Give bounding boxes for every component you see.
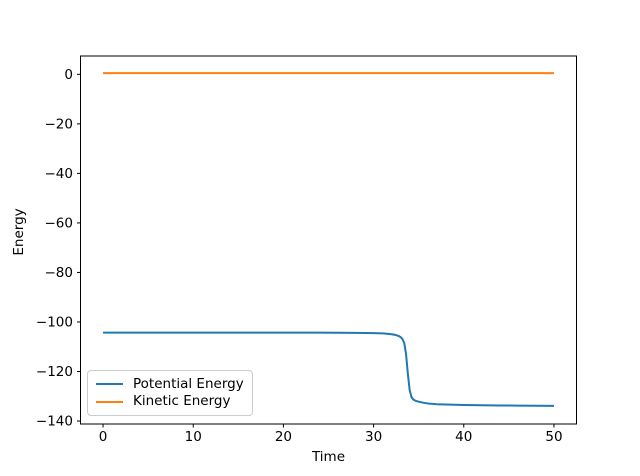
legend-item-label: Potential Energy xyxy=(133,375,244,392)
y-tick-label: −120 xyxy=(36,364,73,380)
y-tick-label: −20 xyxy=(45,116,74,132)
legend-item: Kinetic Energy xyxy=(96,392,244,409)
legend-item-label: Kinetic Energy xyxy=(133,392,231,409)
legend-line-sample xyxy=(96,383,123,386)
x-tick-label: 10 xyxy=(185,429,202,445)
series-line-potential-energy xyxy=(103,331,554,407)
legend: Potential Energy Kinetic Energy xyxy=(87,370,253,416)
y-tick-label: −40 xyxy=(45,166,74,182)
x-tick-label: 30 xyxy=(365,429,382,445)
x-tick-label: 0 xyxy=(99,429,108,445)
x-tick-label: 50 xyxy=(545,429,562,445)
x-tick-label: 20 xyxy=(275,429,292,445)
y-tick-label: −80 xyxy=(45,265,74,281)
legend-line-sample xyxy=(96,400,123,403)
axes-spines xyxy=(80,55,577,425)
y-axis-label: Energy xyxy=(11,208,27,256)
y-tick-label: −100 xyxy=(36,314,73,330)
legend-item: Potential Energy xyxy=(96,375,244,392)
x-tick-label: 40 xyxy=(455,429,472,445)
y-tick-label: −60 xyxy=(45,215,74,231)
y-tick-label: −140 xyxy=(36,414,73,430)
y-tick-label: 0 xyxy=(64,67,73,83)
x-axis-label: Time xyxy=(311,449,346,465)
